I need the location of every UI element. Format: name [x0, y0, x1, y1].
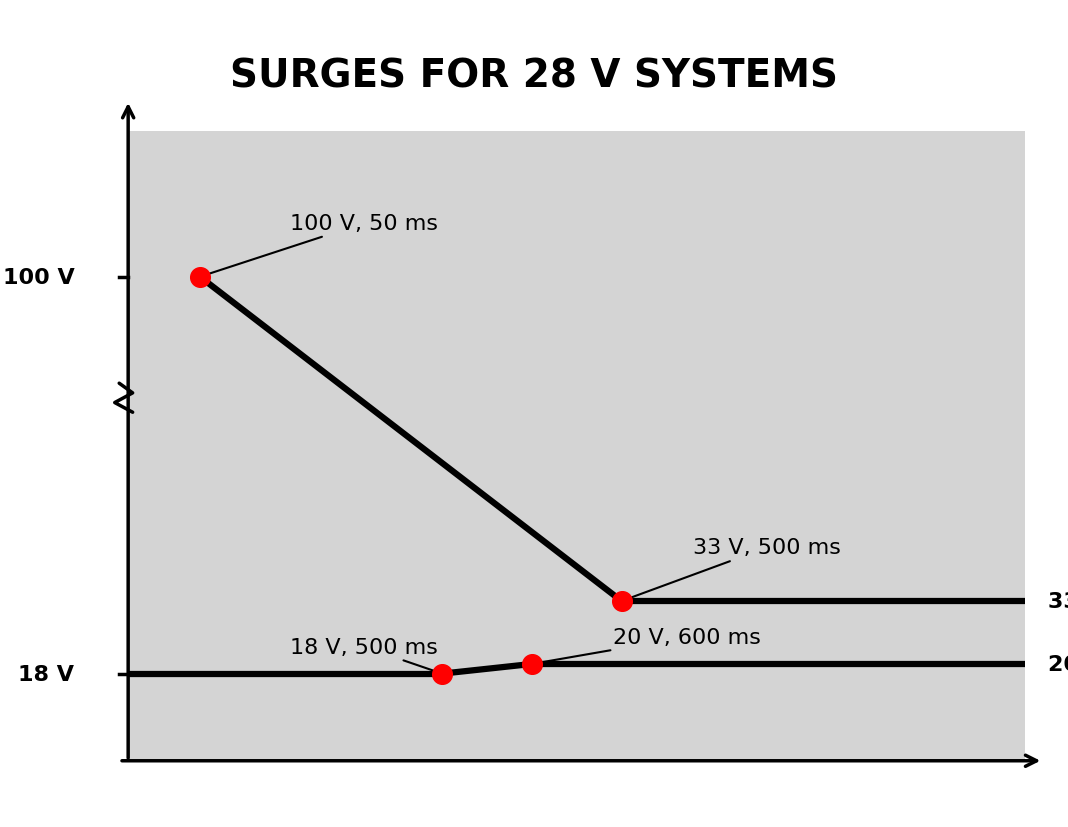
Text: 100 V, 50 ms: 100 V, 50 ms	[203, 214, 438, 276]
Text: 18 V: 18 V	[18, 664, 75, 684]
Point	[434, 667, 451, 681]
Point	[523, 657, 540, 671]
Text: 33 V: 33 V	[1048, 591, 1068, 611]
Polygon shape	[200, 277, 1025, 761]
Text: 33 V, 500 ms: 33 V, 500 ms	[624, 538, 842, 600]
Point	[191, 270, 208, 284]
Text: 100 V: 100 V	[2, 267, 75, 287]
Text: 20 V: 20 V	[1048, 654, 1068, 674]
Text: SURGES FOR 28 V SYSTEMS: SURGES FOR 28 V SYSTEMS	[230, 58, 838, 96]
Point	[613, 595, 630, 608]
Text: 20 V, 600 ms: 20 V, 600 ms	[535, 627, 760, 664]
Text: 18 V, 500 ms: 18 V, 500 ms	[289, 637, 440, 673]
